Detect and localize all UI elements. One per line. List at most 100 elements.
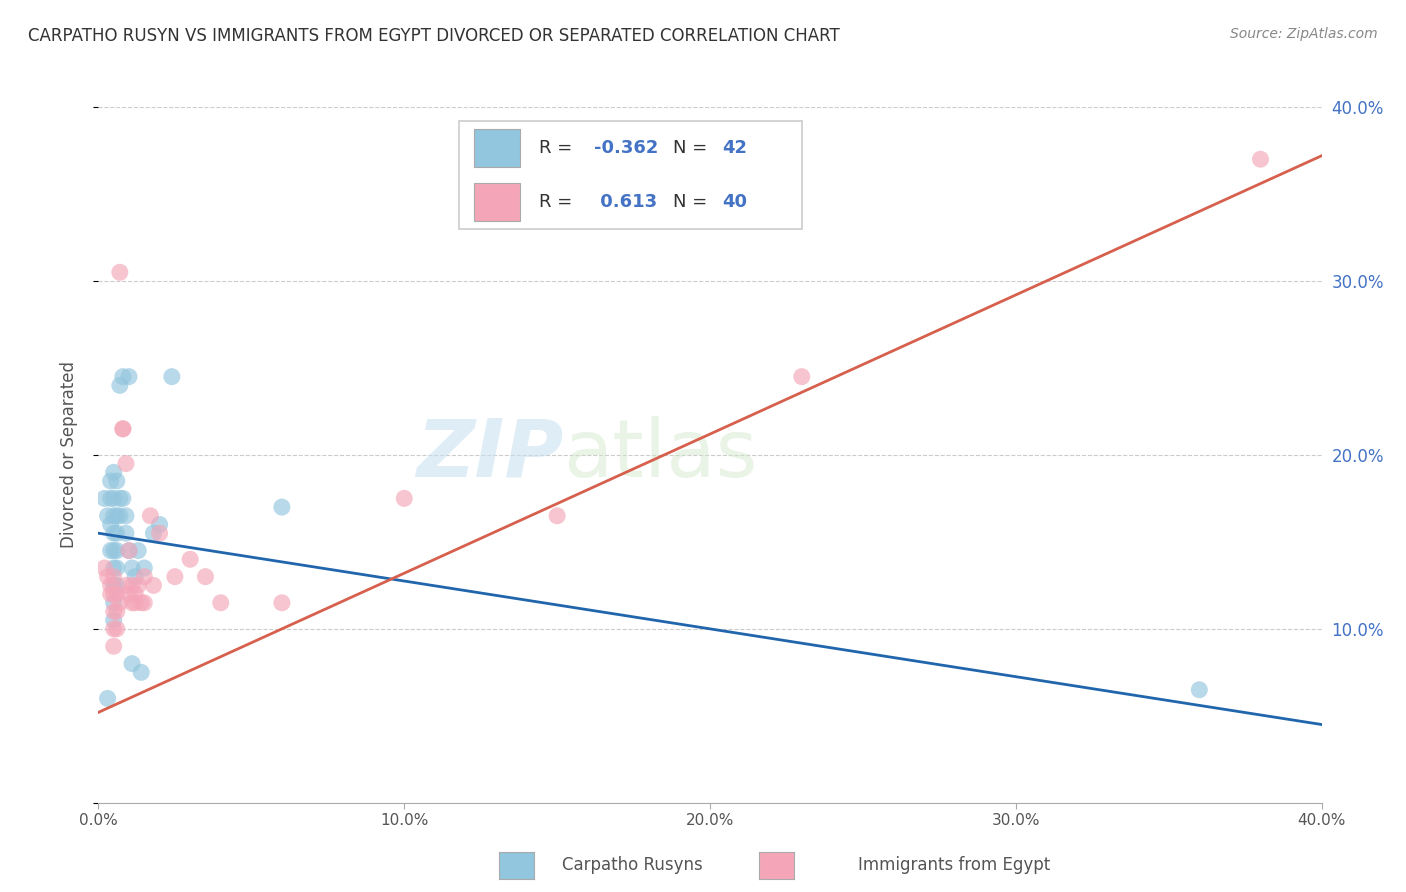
Point <box>93 561 115 575</box>
Point <box>121 657 143 671</box>
Y-axis label: Divorced or Separated: Divorced or Separated <box>59 361 77 549</box>
Point <box>100 543 122 558</box>
Point <box>115 457 138 471</box>
Point <box>209 596 232 610</box>
Point <box>134 561 156 575</box>
Text: atlas: atlas <box>564 416 758 494</box>
Point <box>103 508 125 523</box>
Point <box>103 587 125 601</box>
Point <box>124 596 146 610</box>
Point <box>103 596 125 610</box>
Point <box>103 605 125 619</box>
Point <box>124 587 146 601</box>
Point <box>103 570 125 584</box>
Point <box>103 561 125 575</box>
Point <box>134 570 156 584</box>
Point <box>118 543 141 558</box>
Point <box>149 526 172 541</box>
Point <box>97 508 120 523</box>
Point <box>127 543 149 558</box>
Point <box>270 596 292 610</box>
Point <box>105 622 128 636</box>
Point <box>115 508 138 523</box>
Point <box>118 587 141 601</box>
Point <box>105 605 128 619</box>
Point <box>103 543 125 558</box>
Point <box>100 517 122 532</box>
Point <box>108 596 131 610</box>
Point <box>103 526 125 541</box>
Point <box>103 491 125 506</box>
Point <box>97 570 120 584</box>
Text: Immigrants from Egypt: Immigrants from Egypt <box>858 856 1050 874</box>
Text: R =: R = <box>538 139 578 157</box>
Point <box>1188 682 1211 697</box>
Point <box>97 691 120 706</box>
Point <box>142 578 165 592</box>
Point <box>100 474 122 488</box>
Text: N =: N = <box>673 139 713 157</box>
Point <box>111 491 134 506</box>
Point <box>163 570 186 584</box>
Point <box>105 543 128 558</box>
Point <box>93 491 115 506</box>
Point <box>546 508 568 523</box>
Point <box>108 378 131 392</box>
Point <box>392 491 416 506</box>
Text: 42: 42 <box>723 139 747 157</box>
FancyBboxPatch shape <box>474 128 520 167</box>
Point <box>103 613 125 627</box>
Point <box>105 508 128 523</box>
Point <box>105 526 128 541</box>
Point <box>105 578 128 592</box>
Point <box>160 369 183 384</box>
Point <box>121 596 143 610</box>
Point <box>194 570 217 584</box>
Point <box>179 552 201 566</box>
Point <box>115 578 138 592</box>
Point <box>124 570 146 584</box>
Point <box>1249 152 1271 166</box>
Point <box>111 422 134 436</box>
Text: 40: 40 <box>723 193 747 211</box>
Point <box>103 466 125 480</box>
Point <box>111 369 134 384</box>
Point <box>142 526 165 541</box>
Point <box>129 665 152 680</box>
Point <box>105 561 128 575</box>
Text: N =: N = <box>673 193 713 211</box>
Point <box>100 587 122 601</box>
Text: Carpatho Rusyns: Carpatho Rusyns <box>562 856 703 874</box>
Point <box>100 578 122 592</box>
Point <box>127 578 149 592</box>
Point <box>103 622 125 636</box>
Point <box>115 526 138 541</box>
Point <box>105 587 128 601</box>
Text: R =: R = <box>538 193 578 211</box>
Text: Source: ZipAtlas.com: Source: ZipAtlas.com <box>1230 27 1378 41</box>
Point <box>100 491 122 506</box>
Point <box>108 508 131 523</box>
Point <box>134 596 156 610</box>
FancyBboxPatch shape <box>474 183 520 221</box>
Point <box>108 265 131 279</box>
Point <box>118 369 141 384</box>
Point <box>105 474 128 488</box>
Point <box>270 500 292 514</box>
Point <box>108 491 131 506</box>
Point <box>149 517 172 532</box>
Text: ZIP: ZIP <box>416 416 564 494</box>
FancyBboxPatch shape <box>460 121 801 229</box>
Point <box>118 543 141 558</box>
Point <box>103 578 125 592</box>
Point <box>790 369 813 384</box>
Point <box>111 422 134 436</box>
Text: -0.362: -0.362 <box>593 139 658 157</box>
Point <box>103 639 125 653</box>
Text: CARPATHO RUSYN VS IMMIGRANTS FROM EGYPT DIVORCED OR SEPARATED CORRELATION CHART: CARPATHO RUSYN VS IMMIGRANTS FROM EGYPT … <box>28 27 839 45</box>
Point <box>129 596 152 610</box>
Point <box>139 508 162 523</box>
Text: 0.613: 0.613 <box>593 193 657 211</box>
Point <box>121 578 143 592</box>
Point <box>121 561 143 575</box>
